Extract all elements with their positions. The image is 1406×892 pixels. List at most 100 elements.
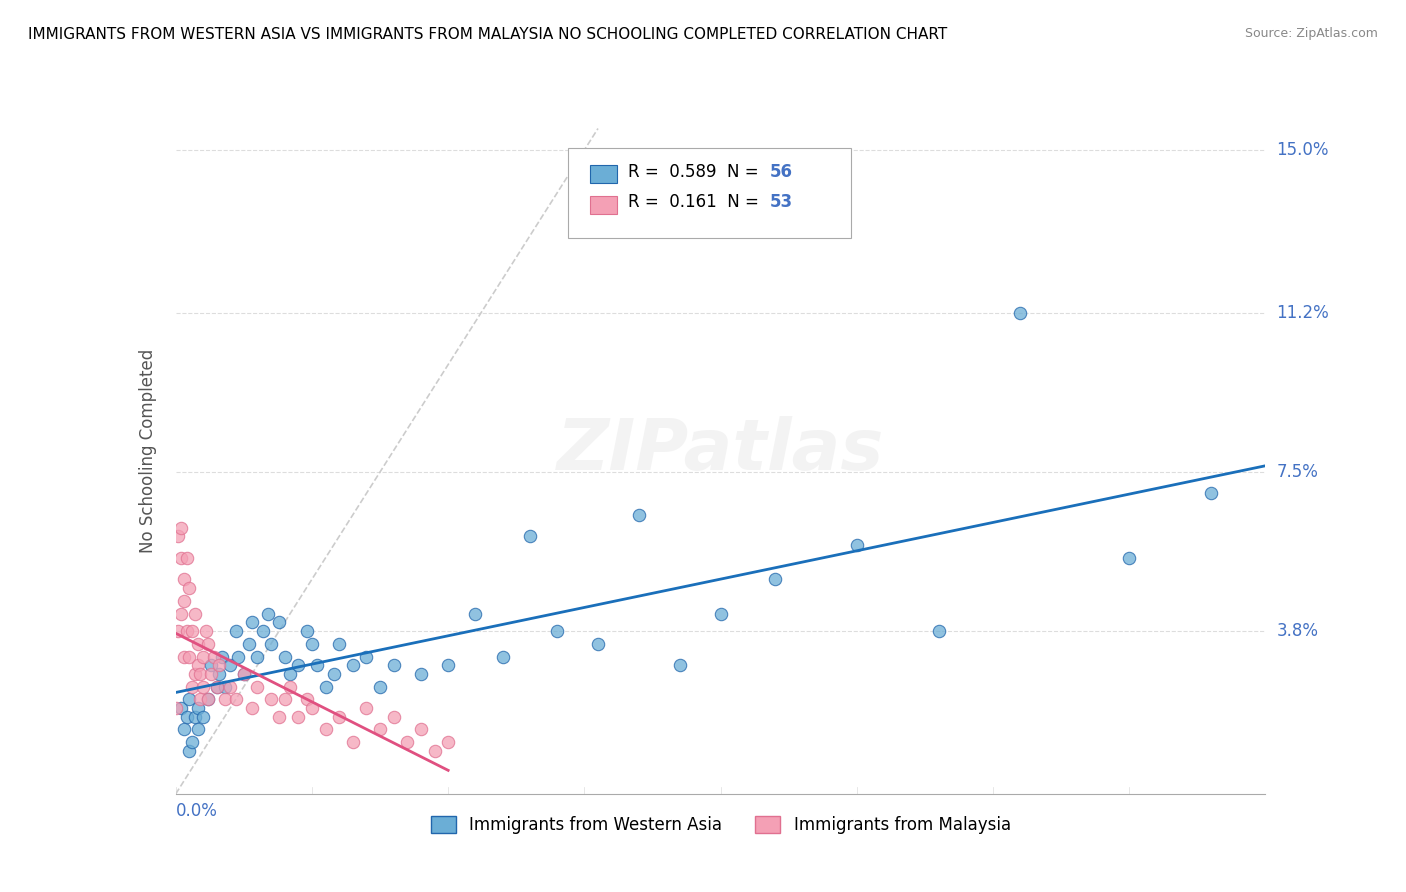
- Point: [274, 692, 297, 706]
- Point: [368, 680, 391, 694]
- Point: [232, 666, 254, 681]
- Point: [173, 723, 195, 737]
- Point: [181, 624, 204, 638]
- Point: [260, 692, 283, 706]
- Point: [464, 607, 486, 621]
- Point: [232, 666, 254, 681]
- Point: [219, 680, 242, 694]
- Text: 11.2%: 11.2%: [1277, 304, 1329, 322]
- Point: [184, 666, 207, 681]
- Point: [173, 572, 195, 586]
- Point: [845, 538, 868, 552]
- Point: [668, 658, 690, 673]
- Text: 7.5%: 7.5%: [1277, 463, 1319, 481]
- Point: [492, 649, 515, 664]
- Point: [194, 624, 217, 638]
- Point: [179, 649, 201, 664]
- Point: [1199, 486, 1222, 500]
- Point: [246, 680, 269, 694]
- Point: [214, 680, 236, 694]
- Point: [176, 550, 198, 565]
- Point: [409, 666, 432, 681]
- Point: [205, 680, 228, 694]
- Point: [257, 607, 280, 621]
- Point: [202, 649, 225, 664]
- Point: [238, 637, 260, 651]
- Point: [1118, 550, 1140, 565]
- Text: ZIPatlas: ZIPatlas: [557, 416, 884, 485]
- Point: [368, 723, 391, 737]
- Point: [356, 701, 378, 715]
- Point: [382, 658, 405, 673]
- Point: [188, 692, 211, 706]
- Text: IMMIGRANTS FROM WESTERN ASIA VS IMMIGRANTS FROM MALAYSIA NO SCHOOLING COMPLETED : IMMIGRANTS FROM WESTERN ASIA VS IMMIGRAN…: [28, 27, 948, 42]
- FancyBboxPatch shape: [568, 148, 852, 237]
- Y-axis label: No Schooling Completed: No Schooling Completed: [139, 349, 157, 552]
- Point: [356, 649, 378, 664]
- Point: [225, 692, 247, 706]
- Point: [287, 658, 309, 673]
- Point: [165, 701, 187, 715]
- Text: 0.0%: 0.0%: [176, 802, 218, 820]
- Point: [519, 529, 541, 543]
- Point: [181, 735, 204, 749]
- Point: [179, 692, 201, 706]
- Point: [173, 593, 195, 607]
- Point: [179, 581, 201, 595]
- Point: [546, 624, 568, 638]
- Point: [409, 723, 432, 737]
- Point: [170, 607, 193, 621]
- Text: 56: 56: [769, 163, 793, 181]
- Point: [186, 658, 209, 673]
- Point: [191, 649, 214, 664]
- Point: [287, 709, 309, 723]
- Point: [328, 637, 350, 651]
- Point: [184, 607, 207, 621]
- Point: [278, 666, 301, 681]
- Point: [186, 701, 209, 715]
- Point: [208, 658, 231, 673]
- Point: [278, 680, 301, 694]
- Point: [328, 709, 350, 723]
- Point: [211, 649, 233, 664]
- Point: [322, 666, 344, 681]
- Point: [295, 692, 318, 706]
- Point: [307, 658, 329, 673]
- Point: [269, 615, 291, 630]
- Point: [179, 744, 201, 758]
- Text: 3.8%: 3.8%: [1277, 622, 1319, 640]
- Point: [382, 709, 405, 723]
- Point: [176, 709, 198, 723]
- Point: [186, 637, 209, 651]
- Point: [170, 550, 193, 565]
- Text: Source: ZipAtlas.com: Source: ZipAtlas.com: [1244, 27, 1378, 40]
- Text: R =  0.589  N =: R = 0.589 N =: [628, 163, 759, 181]
- Point: [586, 637, 609, 651]
- Point: [181, 680, 204, 694]
- Bar: [591, 196, 617, 213]
- Text: R =  0.161  N =: R = 0.161 N =: [628, 193, 759, 211]
- Point: [246, 649, 269, 664]
- Point: [197, 692, 219, 706]
- Point: [173, 649, 195, 664]
- Point: [188, 666, 211, 681]
- Point: [928, 624, 950, 638]
- Point: [205, 680, 228, 694]
- Point: [228, 649, 250, 664]
- Point: [301, 701, 323, 715]
- Point: [219, 658, 242, 673]
- Point: [437, 658, 460, 673]
- Point: [170, 521, 193, 535]
- Point: [274, 649, 297, 664]
- Point: [200, 658, 222, 673]
- Point: [260, 637, 283, 651]
- Point: [315, 680, 337, 694]
- Point: [342, 658, 364, 673]
- Point: [167, 529, 190, 543]
- Point: [710, 607, 733, 621]
- Text: 53: 53: [769, 193, 793, 211]
- Point: [225, 624, 247, 638]
- Point: [1010, 306, 1032, 320]
- Point: [191, 709, 214, 723]
- Point: [252, 624, 274, 638]
